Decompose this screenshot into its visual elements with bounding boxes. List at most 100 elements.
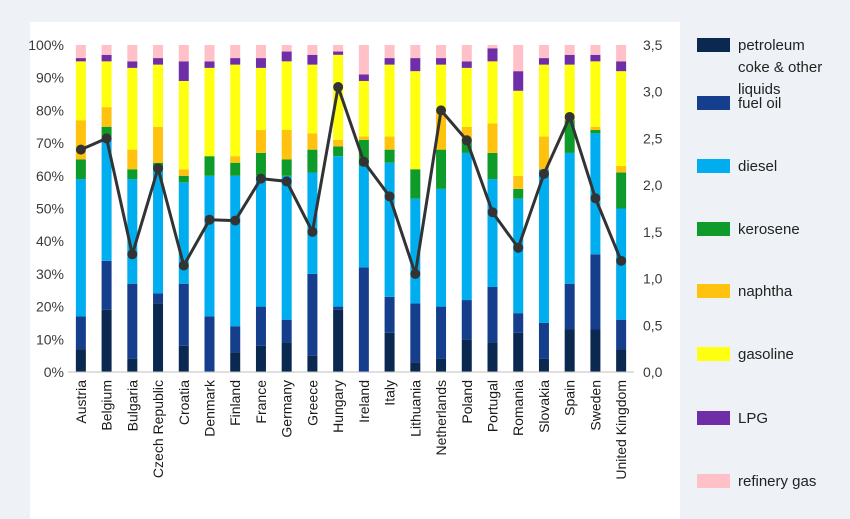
category-label-denmark: Denmark [202,379,218,437]
legend-swatch-petroleum-coke-other-liquids [697,38,730,52]
bar-slovakia-naphtha [538,136,549,170]
bar-portugal-lpg [487,48,498,62]
category-label-spain: Spain [562,380,578,416]
category-label-lithuania: Lithuania [407,380,423,437]
bar-netherlands-fuel-oil [436,306,447,359]
bar-netherlands-lpg [436,58,447,65]
category-label-portugal: Portugal [485,380,501,432]
category-label-ireland: Ireland [356,380,372,423]
bar-spain-fuel-oil [564,283,575,330]
bar-denmark-gasoline [204,67,215,157]
bar-poland-diesel [461,152,472,301]
bar-germany-kerosene [281,159,292,176]
bar-greece-fuel-oil [307,273,318,356]
left-tick-label: 100% [28,37,64,53]
bar-france-kerosene [255,152,266,176]
bar-lithuania-fuel-oil [410,303,421,363]
bar-hungary-diesel [333,156,344,307]
legend-label-kerosene: kerosene [738,221,800,238]
bar-greece-diesel [307,172,318,274]
bar-greece-lpg [307,54,318,65]
left-tick-label: 70% [36,135,64,151]
bar-hungary-fuel-oil [333,306,344,310]
bar-hungary-refinery-gas [333,45,344,52]
bar-germany-gasoline [281,61,292,131]
bar-austria-gasoline [75,61,86,121]
bar-netherlands-kerosene [436,149,447,189]
bar-slovakia-gasoline [538,64,549,137]
bar-belgium-petroleum-coke-other-liquids [101,309,112,372]
bar-finland-kerosene [230,162,241,176]
bar-belgium-refinery-gas [101,45,112,55]
bar-finland-naphtha [230,156,241,163]
bar-portugal-diesel [487,179,498,287]
category-label-hungary: Hungary [330,380,346,433]
bar-czech-republic-naphtha [153,126,164,163]
line-point-austria [75,144,86,155]
bar-sweden-naphtha [590,126,601,131]
bar-united-kingdom-fuel-oil [616,319,627,350]
bar-romania-refinery-gas [513,45,524,72]
bar-spain-petroleum-coke-other-liquids [564,329,575,372]
bar-finland-refinery-gas [230,45,241,59]
bar-romania-kerosene [513,188,524,199]
bar-italy-kerosene [384,149,395,163]
bar-denmark-diesel [204,175,215,317]
left-tick-label: 30% [36,266,64,282]
category-label-greece: Greece [304,380,320,426]
bar-portugal-gasoline [487,61,498,124]
legend-label-petroleum-coke-other-liquids: petroleum [738,37,805,54]
bar-germany-diesel [281,175,292,320]
bar-portugal-fuel-oil [487,286,498,343]
bar-greece-petroleum-coke-other-liquids [307,355,318,372]
bar-portugal-naphtha [487,123,498,153]
bar-finland-petroleum-coke-other-liquids [230,352,241,372]
bar-sweden-fuel-oil [590,254,601,330]
right-tick-label: 0,5 [643,317,663,333]
bar-bulgaria-kerosene [127,169,138,180]
legend-swatch-refinery-gas [697,474,730,488]
bar-finland-lpg [230,58,241,65]
bar-croatia-kerosene [178,175,189,183]
bar-united-kingdom-kerosene [616,172,627,209]
line-point-italy [384,191,395,202]
bar-czech-republic-diesel [153,169,164,294]
bar-denmark-kerosene [204,156,215,176]
bar-netherlands-gasoline [436,64,447,114]
category-label-italy: Italy [382,380,398,406]
bar-bulgaria-diesel [127,179,138,284]
legend-label-fuel-oil: fuel oil [738,95,781,112]
category-label-croatia: Croatia [176,380,192,425]
bar-slovakia-fuel-oil [538,322,549,359]
bar-czech-republic-lpg [153,58,164,65]
bar-poland-refinery-gas [461,45,472,62]
bar-greece-refinery-gas [307,45,318,55]
bar-slovakia-petroleum-coke-other-liquids [538,358,549,372]
bar-france-petroleum-coke-other-liquids [255,345,266,372]
line-point-slovakia [538,168,549,179]
right-axis-ticks: 0,0 0,5 1,0 1,5 2,0 2,5 3,0 3,5 [643,37,663,380]
bar-austria-diesel [75,179,86,317]
legend-label-refinery-gas: refinery gas [738,473,816,490]
legend-label-petroleum-coke-other-liquids: liquids [738,81,781,98]
right-tick-label: 1,5 [643,224,663,240]
line-point-spain [564,111,575,122]
bar-italy-naphtha [384,136,395,150]
bar-germany-petroleum-coke-other-liquids [281,342,292,372]
right-tick-label: 3,5 [643,37,663,53]
left-tick-label: 20% [36,299,64,315]
left-tick-label: 90% [36,70,64,86]
bar-austria-petroleum-coke-other-liquids [75,349,86,372]
bar-italy-fuel-oil [384,296,395,333]
bar-poland-lpg [461,61,472,68]
right-tick-label: 2,0 [643,177,663,193]
right-tick-label: 2,5 [643,130,663,146]
line-point-netherlands [436,105,447,116]
bar-lithuania-lpg [410,58,421,72]
bar-hungary-gasoline [333,54,344,140]
category-label-finland: Finland [227,380,243,426]
bar-poland-naphtha [461,126,472,140]
bar-austria-kerosene [75,159,86,180]
bar-hungary-petroleum-coke-other-liquids [333,309,344,372]
bar-bulgaria-gasoline [127,67,138,150]
